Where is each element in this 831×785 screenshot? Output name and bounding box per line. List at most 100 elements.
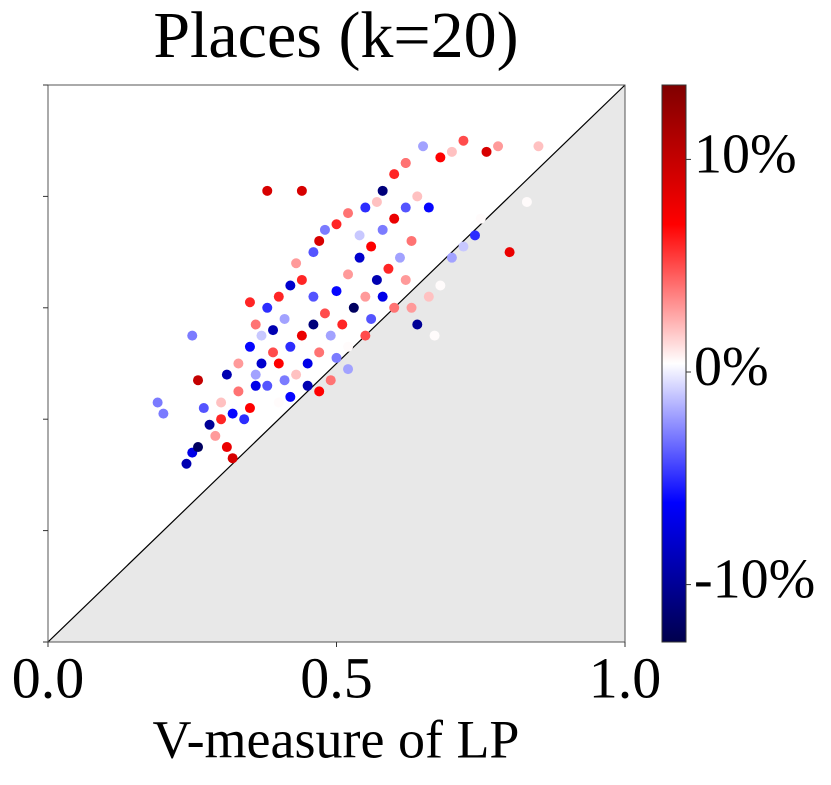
point <box>360 291 371 302</box>
point <box>394 252 405 263</box>
point <box>296 274 307 285</box>
point <box>314 235 325 246</box>
point <box>239 414 250 425</box>
point <box>429 330 440 341</box>
point <box>273 397 284 408</box>
point <box>458 241 469 252</box>
point <box>250 369 261 380</box>
point <box>371 196 382 207</box>
point <box>521 196 532 207</box>
point <box>285 341 296 352</box>
point <box>285 280 296 291</box>
point <box>198 403 209 414</box>
point <box>319 224 330 235</box>
point <box>250 319 261 330</box>
point <box>325 375 336 386</box>
point <box>504 247 515 258</box>
point <box>377 224 388 235</box>
point <box>412 319 423 330</box>
point <box>493 141 504 152</box>
point <box>348 302 359 313</box>
point <box>262 302 273 313</box>
point <box>216 414 227 425</box>
point <box>244 341 255 352</box>
point <box>268 325 279 336</box>
point <box>262 185 273 196</box>
point <box>435 280 446 291</box>
point <box>216 397 227 408</box>
point <box>377 185 388 196</box>
point <box>285 391 296 402</box>
point <box>360 202 371 213</box>
point <box>262 380 273 391</box>
point <box>193 442 204 453</box>
chart-title: Places (k=20) <box>153 0 518 72</box>
point <box>343 208 354 219</box>
point <box>423 202 434 213</box>
point <box>279 313 290 324</box>
point <box>308 291 319 302</box>
point <box>256 330 267 341</box>
point <box>354 230 365 241</box>
point <box>308 319 319 330</box>
point <box>233 386 244 397</box>
point <box>389 169 400 180</box>
point <box>406 235 417 246</box>
point <box>279 375 290 386</box>
point <box>221 442 232 453</box>
point <box>412 191 423 202</box>
point <box>256 358 267 369</box>
point <box>371 274 382 285</box>
point <box>389 302 400 313</box>
colorbar-tick-label: 10% <box>694 123 797 185</box>
point <box>343 364 354 375</box>
point <box>389 213 400 224</box>
point <box>210 430 221 441</box>
point <box>446 146 457 157</box>
point <box>319 308 330 319</box>
point <box>296 185 307 196</box>
point <box>291 258 302 269</box>
point <box>244 403 255 414</box>
point <box>273 291 284 302</box>
point <box>354 252 365 263</box>
point <box>446 252 457 263</box>
point <box>308 247 319 258</box>
point <box>221 369 232 380</box>
point <box>343 341 354 352</box>
x-tick-label: 0.5 <box>300 645 373 710</box>
point <box>400 202 411 213</box>
point <box>383 263 394 274</box>
point <box>291 369 302 380</box>
point <box>296 330 307 341</box>
x-tick-label: 1.0 <box>589 645 662 710</box>
point <box>337 319 348 330</box>
points <box>152 135 544 469</box>
x-axis-label: V-measure of LP <box>153 709 520 769</box>
point <box>435 152 446 163</box>
point <box>481 146 492 157</box>
point <box>423 291 434 302</box>
x-tick-label: 0.0 <box>12 645 85 710</box>
colorbar-tick-label: -10% <box>694 548 815 610</box>
point <box>475 213 486 224</box>
diagonal <box>47 84 626 643</box>
point <box>400 157 411 168</box>
point <box>227 408 238 419</box>
point <box>469 230 480 241</box>
point <box>273 358 284 369</box>
point <box>331 219 342 230</box>
point <box>331 286 342 297</box>
colorbar <box>661 84 687 643</box>
point <box>458 135 469 146</box>
point <box>158 408 169 419</box>
point <box>331 352 342 363</box>
point <box>250 380 261 391</box>
point <box>406 302 417 313</box>
point <box>400 274 411 285</box>
point <box>314 386 325 397</box>
colorbar-tick-label: 0% <box>694 336 769 398</box>
point <box>533 141 544 152</box>
point <box>152 397 163 408</box>
